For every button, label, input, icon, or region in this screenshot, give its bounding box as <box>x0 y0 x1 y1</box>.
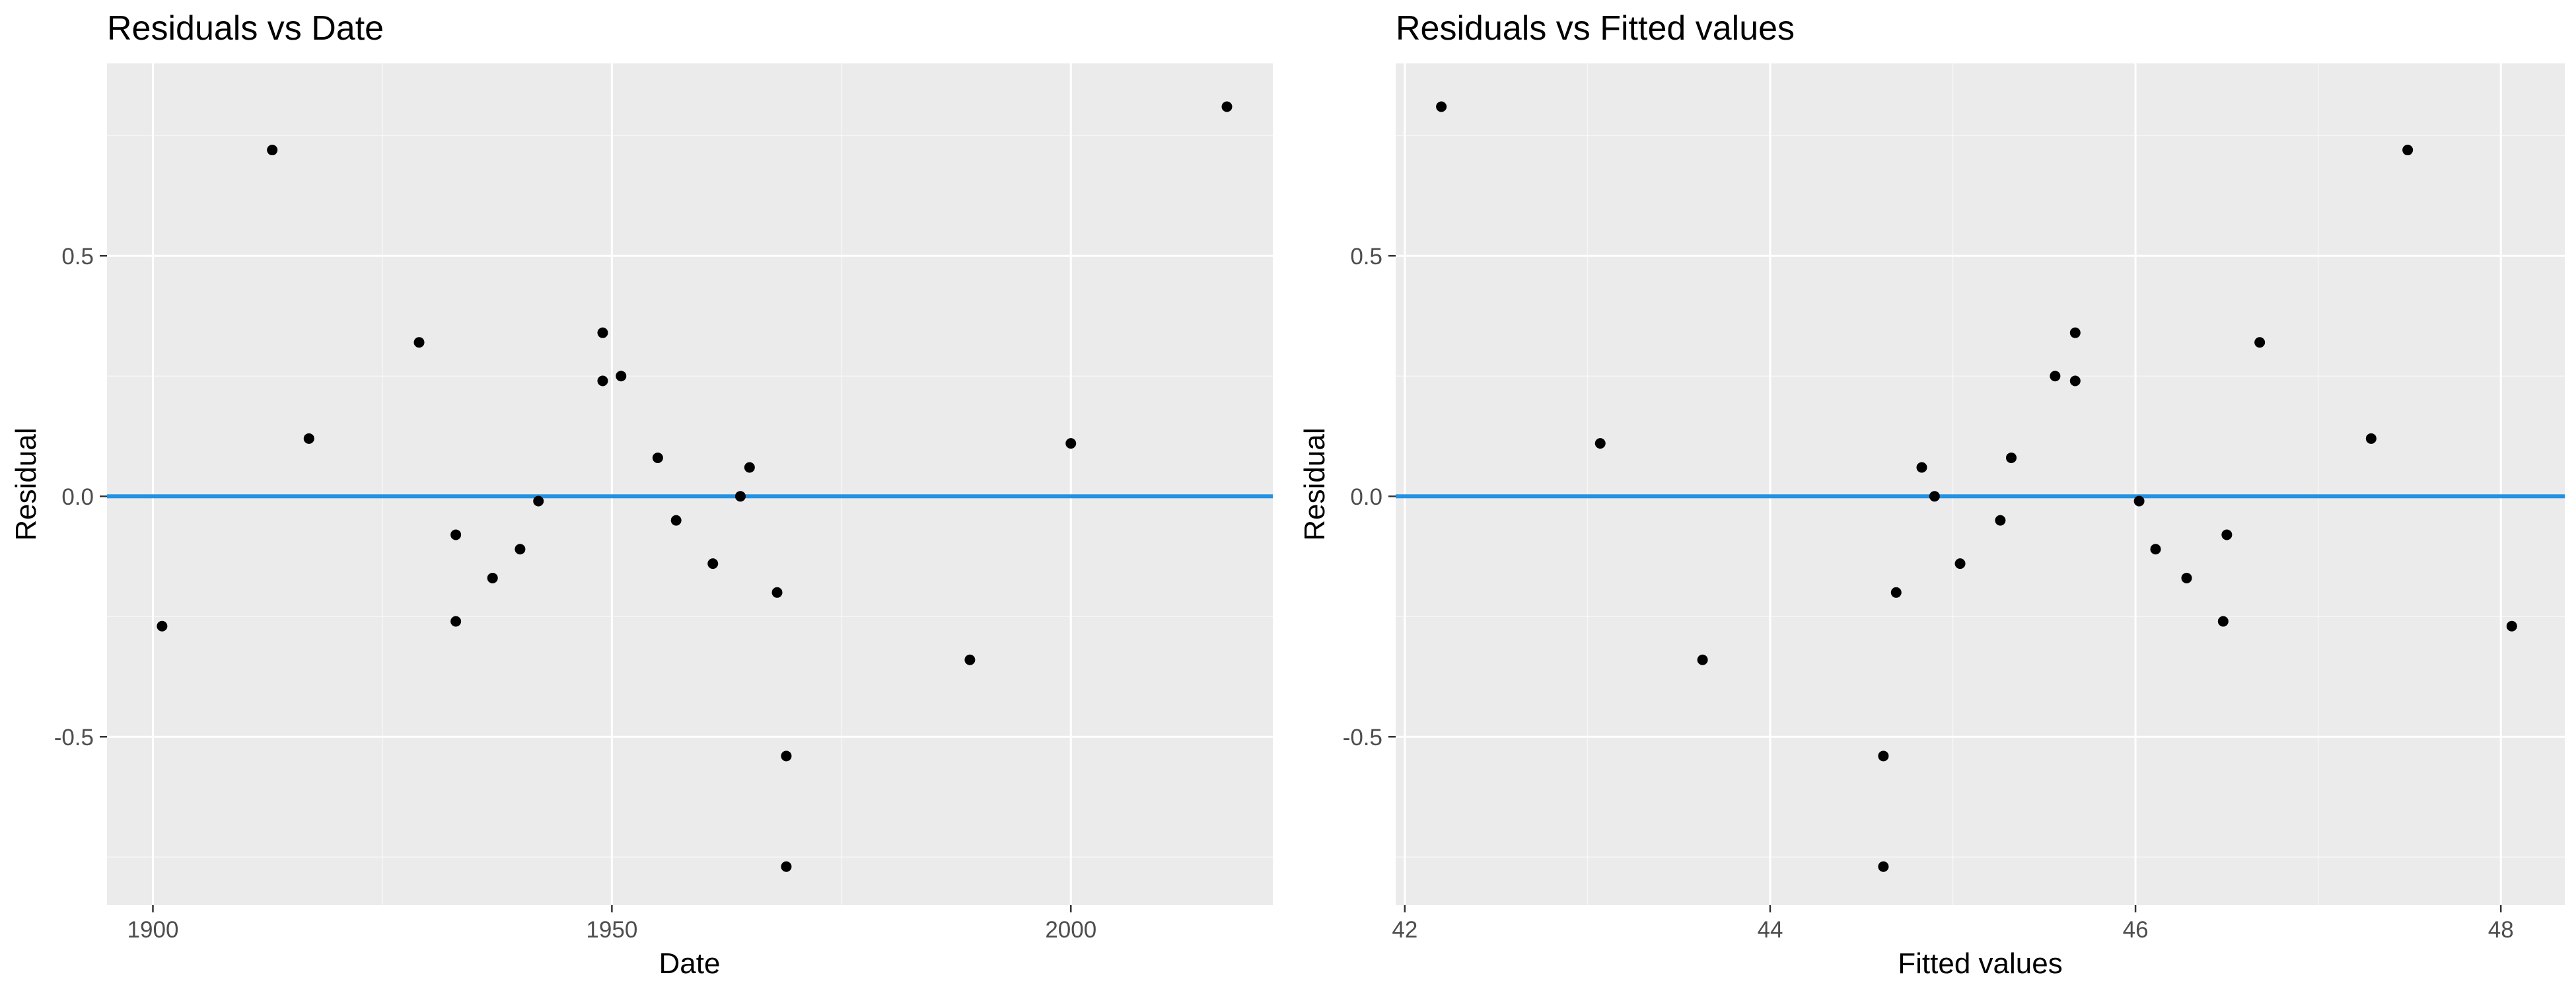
data-point <box>1436 101 1447 112</box>
data-point <box>2069 327 2081 338</box>
data-point <box>450 529 462 540</box>
data-point <box>670 515 682 526</box>
data-point <box>1221 101 1233 112</box>
data-point <box>2150 544 2161 555</box>
data-point <box>2402 145 2414 156</box>
data-point <box>533 495 544 507</box>
data-point <box>2181 572 2192 583</box>
x-tick-label: 1900 <box>127 917 179 943</box>
y-axis: -0.5 0.0 0.5 <box>54 244 107 751</box>
data-point <box>1878 861 1889 872</box>
data-point <box>1697 654 1708 665</box>
plot-residuals-vs-fitted: Residuals vs Fitted values -0.5 0.0 0.5 42… <box>1299 9 2565 980</box>
data-point <box>964 654 976 665</box>
plot-panel <box>107 63 1273 905</box>
data-point <box>1916 462 1927 473</box>
data-point <box>744 462 755 473</box>
data-point <box>1890 587 1902 598</box>
x-tick-label: 48 <box>2488 917 2514 943</box>
data-point <box>1878 751 1889 762</box>
y-axis-label: Residual <box>1299 427 1331 540</box>
x-axis-label: Fitted values <box>1898 947 2062 980</box>
y-tick-label: 0.0 <box>1350 484 1382 510</box>
data-point <box>157 620 168 632</box>
x-tick-label: 1950 <box>586 917 637 943</box>
data-point <box>1954 558 1966 569</box>
x-tick-label: 46 <box>2123 917 2149 943</box>
x-axis: 42 44 46 48 <box>1392 905 2514 943</box>
data-point <box>781 861 792 872</box>
data-point <box>2217 616 2229 627</box>
x-tick-label: 2000 <box>1045 917 1096 943</box>
y-tick-label: 0.0 <box>61 484 94 510</box>
data-point <box>450 616 462 627</box>
plot-title: Residuals vs Fitted values <box>1396 9 1795 48</box>
data-point <box>2006 452 2017 463</box>
data-point <box>652 452 663 463</box>
data-point <box>1995 515 2006 526</box>
data-point <box>734 491 746 502</box>
data-point <box>2365 433 2377 444</box>
data-point <box>1594 438 1606 449</box>
data-point <box>515 544 526 555</box>
data-point <box>2254 337 2266 348</box>
data-point <box>267 145 278 156</box>
data-point <box>2506 620 2517 632</box>
data-point <box>597 327 608 338</box>
data-point <box>1929 491 1940 502</box>
data-point <box>2050 371 2061 382</box>
data-point <box>781 751 792 762</box>
data-point <box>2221 529 2233 540</box>
y-tick-label: -0.5 <box>54 725 94 751</box>
plot-title: Residuals vs Date <box>107 9 384 48</box>
x-axis: 1900 1950 2000 <box>127 905 1096 943</box>
data-point <box>487 572 498 583</box>
data-point <box>303 433 314 444</box>
y-axis: -0.5 0.0 0.5 <box>1343 244 1396 751</box>
y-tick-label: -0.5 <box>1343 725 1382 751</box>
data-point <box>707 558 719 569</box>
data-point <box>413 337 425 348</box>
data-point <box>2069 375 2081 386</box>
plot-residuals-vs-date: Residuals vs Date -0.5 0.0 0.5 1900 1950 200… <box>10 9 1273 980</box>
x-tick-label: 44 <box>1757 917 1783 943</box>
y-tick-label: 0.5 <box>1350 244 1382 270</box>
plot-panel <box>1396 63 2565 905</box>
series-points <box>1396 101 2565 872</box>
data-point <box>597 375 608 386</box>
data-point <box>616 371 627 382</box>
data-point <box>1065 438 1077 449</box>
data-point <box>2133 495 2145 507</box>
series-points <box>107 101 1273 872</box>
x-axis-label: Date <box>659 947 721 980</box>
x-tick-label: 42 <box>1392 917 1417 943</box>
data-point <box>771 587 783 598</box>
y-axis-label: Residual <box>10 427 42 540</box>
y-tick-label: 0.5 <box>61 244 94 270</box>
